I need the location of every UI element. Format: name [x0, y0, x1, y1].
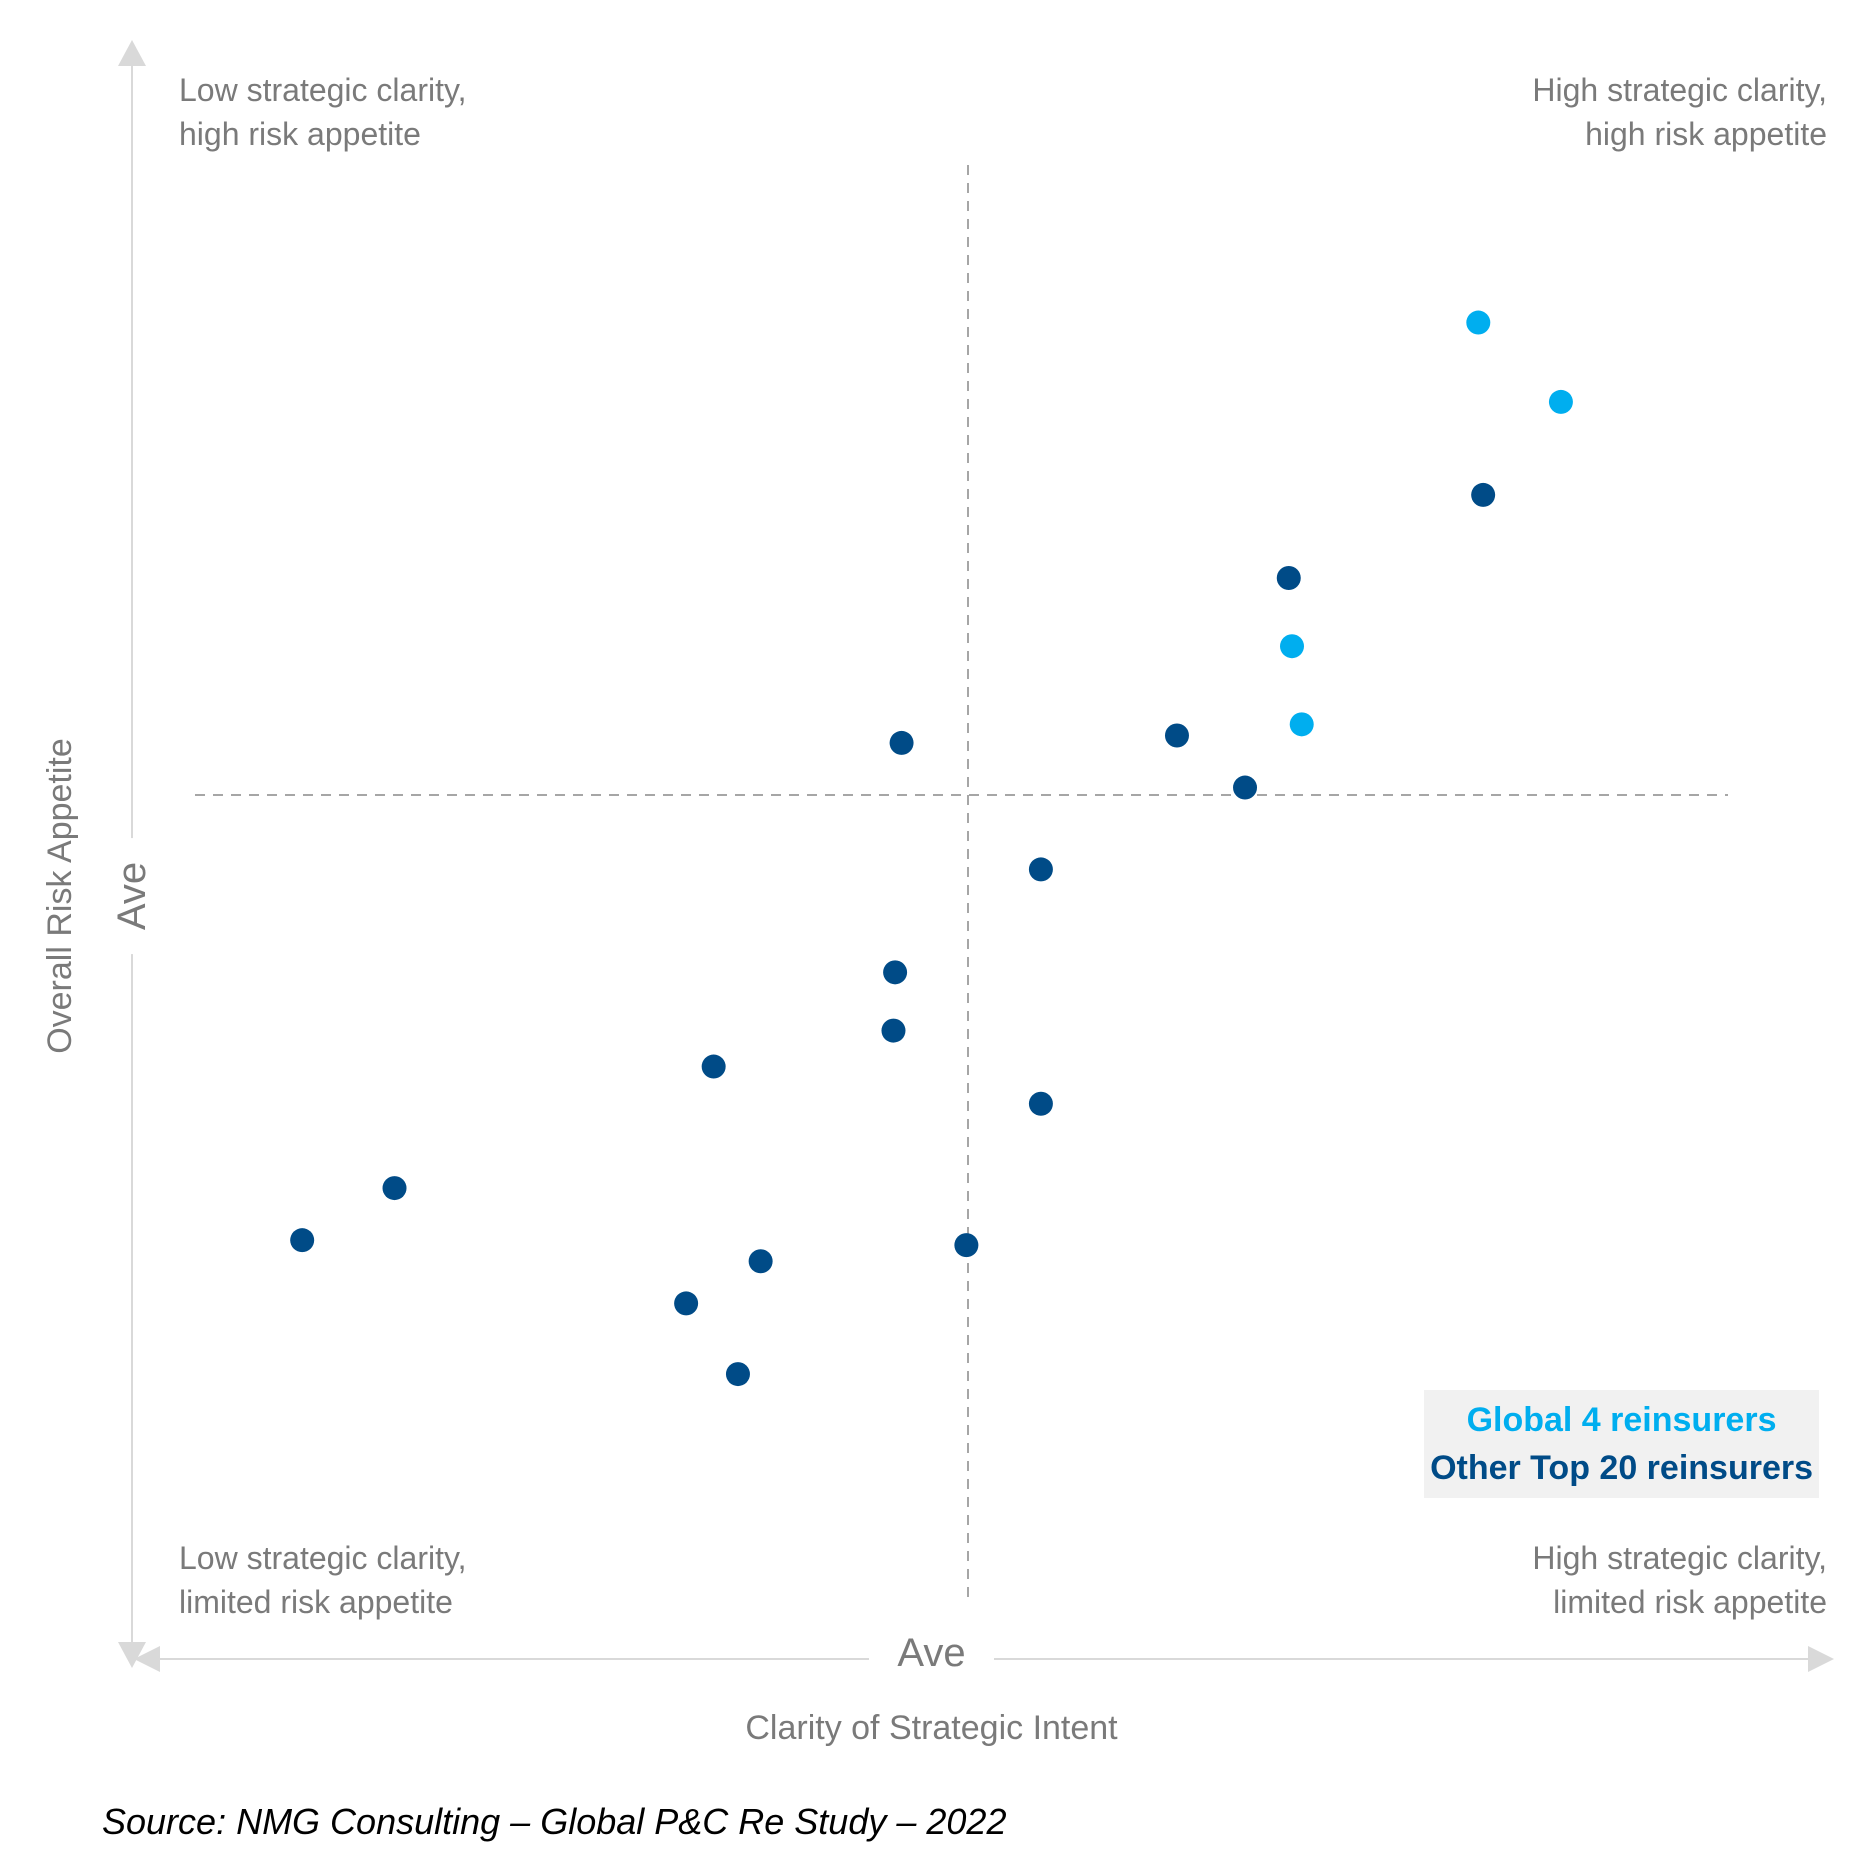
data-point-series1-3 [1233, 775, 1258, 800]
x-axis-arrow-left-icon [134, 1646, 160, 1672]
data-point-series1-10 [382, 1176, 407, 1201]
y-axis-title: Overall Risk Appetite [41, 738, 79, 1054]
data-point-series1-9 [1028, 1091, 1053, 1116]
data-point-series1-0 [1471, 482, 1496, 507]
quadrant-label-top-right: High strategic clarity, high risk appeti… [1532, 72, 1827, 152]
source-note: Source: NMG Consulting – Global P&C Re S… [102, 1801, 1007, 1842]
data-point-series1-13 [954, 1233, 979, 1258]
data-point-series1-5 [1028, 857, 1053, 882]
average-x-label: Ave [869, 1631, 994, 1675]
data-point-series1-11 [290, 1228, 315, 1253]
x-axis-arrow-right-icon [1808, 1646, 1834, 1672]
data-point-series1-14 [674, 1291, 699, 1316]
data-point-series1-6 [883, 960, 908, 985]
data-point-series1-4 [889, 730, 914, 755]
data-point-series1-8 [701, 1054, 726, 1079]
quadrant-label-bottom-left: Low strategic clarity, limited risk appe… [179, 1540, 467, 1620]
average-x-label-wrap: Ave [0, 1628, 1863, 1678]
data-point-series1-1 [1276, 566, 1301, 590]
x-axis-title: Clarity of Strategic Intent [745, 1709, 1118, 1747]
data-point-series0-3 [1289, 712, 1314, 737]
average-y-label: Ave [108, 837, 156, 955]
data-point-series1-2 [1164, 723, 1189, 748]
quadrant-label-bottom-right: High strategic clarity, limited risk app… [1532, 1540, 1827, 1620]
data-point-series1-15 [725, 1362, 750, 1387]
legend-item-global-4: Global 4 reinsurers [1466, 1401, 1777, 1439]
data-point-series1-7 [881, 1018, 906, 1043]
y-axis-arrow-up-icon [118, 40, 146, 66]
data-point-series0-0 [1466, 310, 1491, 335]
data-point-series0-2 [1280, 634, 1304, 659]
data-points [290, 310, 1573, 1387]
data-point-series0-1 [1548, 389, 1573, 414]
chart-legend: Global 4 reinsurers Other Top 20 reinsur… [1424, 1390, 1819, 1498]
legend-item-other-top-20: Other Top 20 reinsurers [1430, 1449, 1813, 1487]
data-point-series1-12 [748, 1249, 773, 1274]
quadrant-label-top-left: Low strategic clarity, high risk appetit… [179, 72, 467, 152]
y-axis-arrow-down-icon [118, 1642, 146, 1668]
